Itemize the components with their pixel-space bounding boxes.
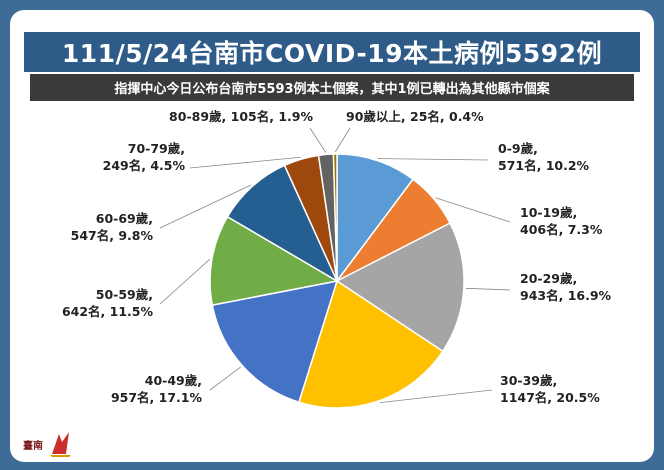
- pie-slice-9: [332, 153, 338, 282]
- data-label-2: 20-29歲, 943名, 16.9%: [520, 271, 612, 303]
- tainan-logo: 臺南: [23, 432, 71, 457]
- page-title: 111/5/24台南市COVID-19本土病例5592例: [24, 32, 640, 72]
- data-label-5: 50-59歲, 642名, 11.5%: [62, 287, 154, 319]
- data-label-6: 60-69歲, 547名, 9.8%: [71, 211, 154, 243]
- logo-text: 臺南: [23, 439, 43, 452]
- leader-line-5: [159, 258, 211, 305]
- data-label-7: 70-79歲, 249名, 4.5%: [103, 141, 186, 173]
- leader-line-0: [377, 158, 489, 161]
- leader-line-1: [435, 197, 511, 223]
- pie-slice-0: [336, 153, 415, 284]
- pie-chart: 0-9歲, 571名, 10.2% 10-19歲, 406名, 7.3% 20-29歲,…: [62, 109, 612, 409]
- leader-line-6: [159, 184, 251, 229]
- pie-slice-2: [335, 222, 465, 353]
- pie-slice-3: [297, 279, 444, 409]
- footer-date: 2022.05.24: [584, 449, 648, 460]
- pie-slice-6: [226, 164, 339, 283]
- leader-line-8: [309, 127, 327, 153]
- data-label-8: 80-89歲, 105名, 1.9%: [169, 109, 313, 124]
- data-label-9: 90歲以上, 25名, 0.4%: [346, 109, 484, 124]
- data-label-0: 0-9歲, 571名, 10.2%: [498, 141, 590, 173]
- leader-line-3: [379, 389, 493, 404]
- data-label-4: 40-49歲, 957名, 17.1%: [111, 373, 203, 405]
- data-label-3: 30-39歲, 1147名, 20.5%: [500, 373, 600, 405]
- page-subtitle: 指揮中心今日公布台南市5593例本土個案，其中1例已轉出為其他縣市個案: [30, 74, 634, 101]
- logo-flame-icon: [52, 432, 69, 454]
- logo-base-icon: [50, 455, 71, 457]
- leader-line-4: [209, 366, 242, 391]
- data-label-1: 10-19歲, 406名, 7.3%: [520, 205, 603, 237]
- slide-card: 111/5/24台南市COVID-19本土病例5592例 指揮中心今日公布台南市…: [10, 10, 654, 462]
- pie-slice-4: [211, 280, 339, 404]
- leader-line-2: [465, 287, 511, 291]
- leader-line-7: [189, 156, 301, 169]
- leader-line-9: [334, 127, 351, 153]
- pie-slice-5: [209, 215, 340, 306]
